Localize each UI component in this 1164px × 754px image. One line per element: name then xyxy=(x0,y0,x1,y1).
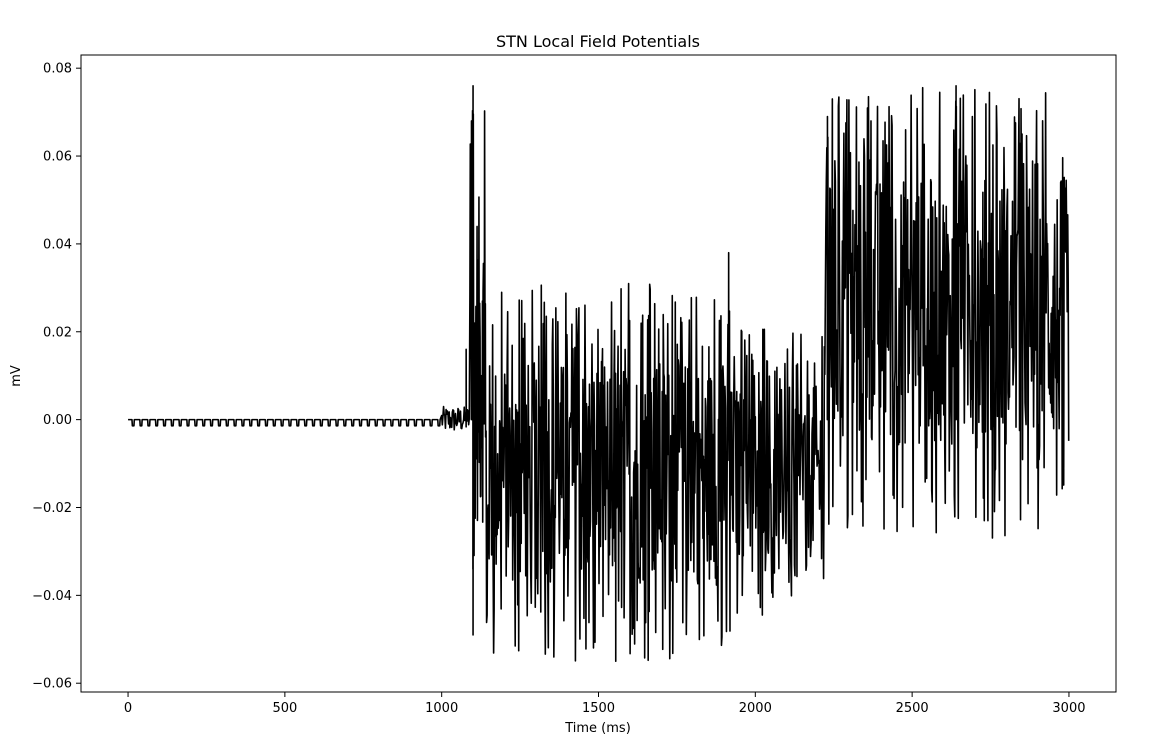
x-tick-label: 2000 xyxy=(739,701,772,716)
chart-title: STN Local Field Potentials xyxy=(496,32,700,51)
x-tick-label: 0 xyxy=(124,701,132,716)
y-tick-label: 0.02 xyxy=(43,325,72,340)
x-tick-label: 1500 xyxy=(582,701,615,716)
y-tick-label: 0.08 xyxy=(43,62,72,77)
lfp-trace xyxy=(128,84,1070,663)
x-tick-label: 2500 xyxy=(896,701,929,716)
y-tick-label: −0.04 xyxy=(32,589,72,604)
x-tick-label: 3000 xyxy=(1052,701,1085,716)
y-tick-label: 0.00 xyxy=(43,413,72,428)
x-axis: 0 500 1000 1500 2000 2500 3000 xyxy=(124,692,1086,716)
x-tick-label: 500 xyxy=(272,701,297,716)
y-tick-label: 0.06 xyxy=(43,150,72,165)
y-axis: −0.06 −0.04 −0.02 0.00 0.02 0.04 0.06 0.08 xyxy=(32,62,81,692)
lfp-series-line xyxy=(128,84,1070,663)
y-tick-label: 0.04 xyxy=(43,237,72,252)
y-axis-label: mV xyxy=(9,365,24,387)
y-tick-label: −0.02 xyxy=(32,501,72,516)
x-axis-label: Time (ms) xyxy=(564,721,631,736)
x-tick-label: 1000 xyxy=(425,701,458,716)
y-tick-label: −0.06 xyxy=(32,677,72,692)
